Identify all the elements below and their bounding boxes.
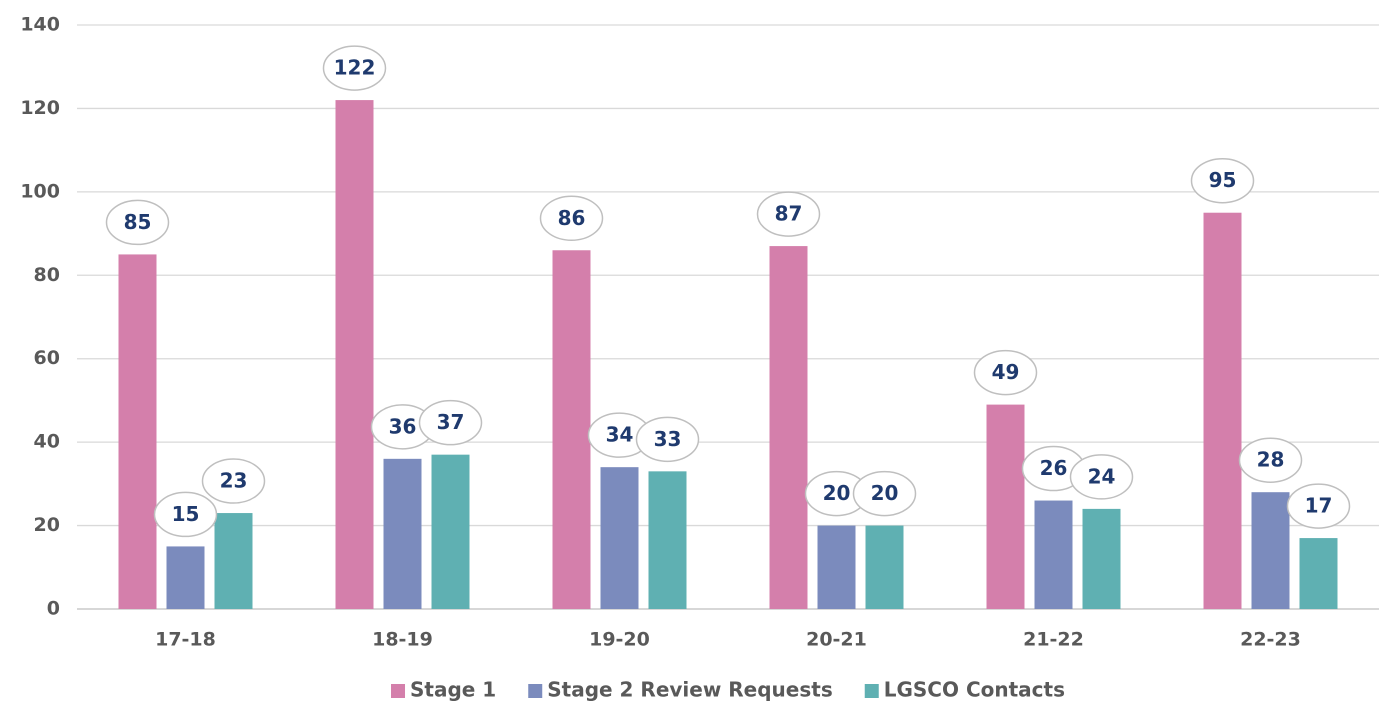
bar	[383, 458, 422, 609]
x-tick-label: 19-20	[589, 629, 650, 651]
data-label: 86	[558, 206, 586, 230]
legend-swatch	[391, 684, 406, 698]
legend-label: LGSCO Contacts	[884, 678, 1065, 702]
y-tick-label: 120	[20, 97, 60, 119]
data-label: 28	[1257, 448, 1285, 472]
data-label: 122	[334, 56, 376, 80]
x-tick-label: 17-18	[155, 629, 216, 651]
data-label-bubble	[635, 416, 700, 463]
bar	[214, 513, 253, 609]
bar	[1034, 500, 1073, 609]
data-label: 24	[1088, 464, 1116, 488]
bar	[431, 454, 470, 609]
bar	[600, 467, 639, 609]
data-label: 36	[389, 414, 417, 438]
data-label: 85	[124, 210, 152, 234]
bar	[1299, 538, 1338, 609]
data-label: 26	[1040, 456, 1068, 480]
data-label-bubble	[105, 199, 170, 246]
data-label-bubble	[418, 399, 483, 446]
legend-label: Stage 1	[410, 678, 496, 702]
data-label: 33	[654, 427, 682, 451]
bar	[1251, 492, 1290, 609]
legend-swatch	[528, 684, 543, 698]
x-tick-label: 21-22	[1023, 629, 1084, 651]
bar	[118, 254, 157, 609]
data-label-bubble	[852, 470, 917, 517]
data-label-bubble	[756, 191, 821, 237]
data-label: 15	[172, 502, 200, 526]
y-tick-label: 80	[34, 264, 60, 286]
y-tick-label: 40	[34, 431, 60, 453]
y-tick-label: 0	[47, 598, 60, 620]
y-tick-label: 60	[34, 347, 60, 369]
data-label: 23	[220, 469, 248, 493]
y-tick-label: 140	[20, 14, 60, 36]
bar	[1203, 212, 1242, 609]
data-label-bubble	[201, 458, 266, 504]
data-label-bubble	[1238, 437, 1303, 483]
legend-swatch	[864, 684, 879, 698]
data-label-bubble	[153, 491, 218, 538]
data-label: 34	[606, 423, 634, 447]
data-label-bubble	[1069, 454, 1134, 500]
data-label-bubble	[973, 349, 1038, 396]
data-label-bubble	[1190, 157, 1255, 204]
data-label-bubble	[539, 195, 604, 242]
data-label: 20	[871, 481, 899, 505]
bar	[552, 250, 591, 609]
data-label-bubble	[322, 45, 387, 91]
y-tick-label: 20	[34, 514, 60, 536]
bar	[986, 404, 1025, 609]
x-tick-label: 22-23	[1240, 629, 1301, 651]
bar	[166, 546, 205, 609]
data-label: 95	[1209, 168, 1237, 192]
bar	[865, 525, 904, 609]
data-label: 49	[992, 360, 1020, 384]
bar	[1082, 508, 1121, 609]
x-tick-label: 20-21	[806, 629, 867, 651]
bar	[769, 246, 808, 610]
data-label-bubble	[1286, 483, 1351, 529]
y-tick-label: 100	[20, 180, 60, 202]
data-label: 20	[823, 481, 851, 505]
data-label: 37	[437, 410, 465, 434]
x-tick-label: 18-19	[372, 629, 433, 651]
legend-label: Stage 2 Review Requests	[547, 678, 833, 702]
bar	[335, 100, 374, 609]
bar	[648, 471, 687, 609]
data-label: 87	[775, 202, 803, 226]
data-label: 17	[1305, 494, 1333, 518]
bar	[817, 525, 856, 609]
